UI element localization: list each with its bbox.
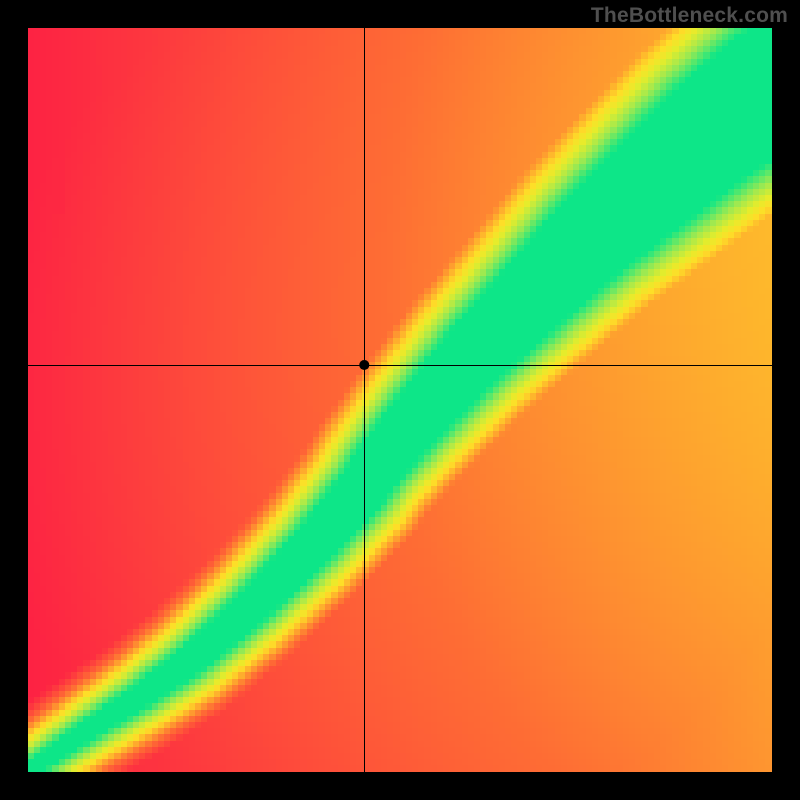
heatmap-canvas <box>28 28 772 772</box>
watermark-text: TheBottleneck.com <box>591 4 788 28</box>
chart-container: TheBottleneck.com <box>0 0 800 800</box>
